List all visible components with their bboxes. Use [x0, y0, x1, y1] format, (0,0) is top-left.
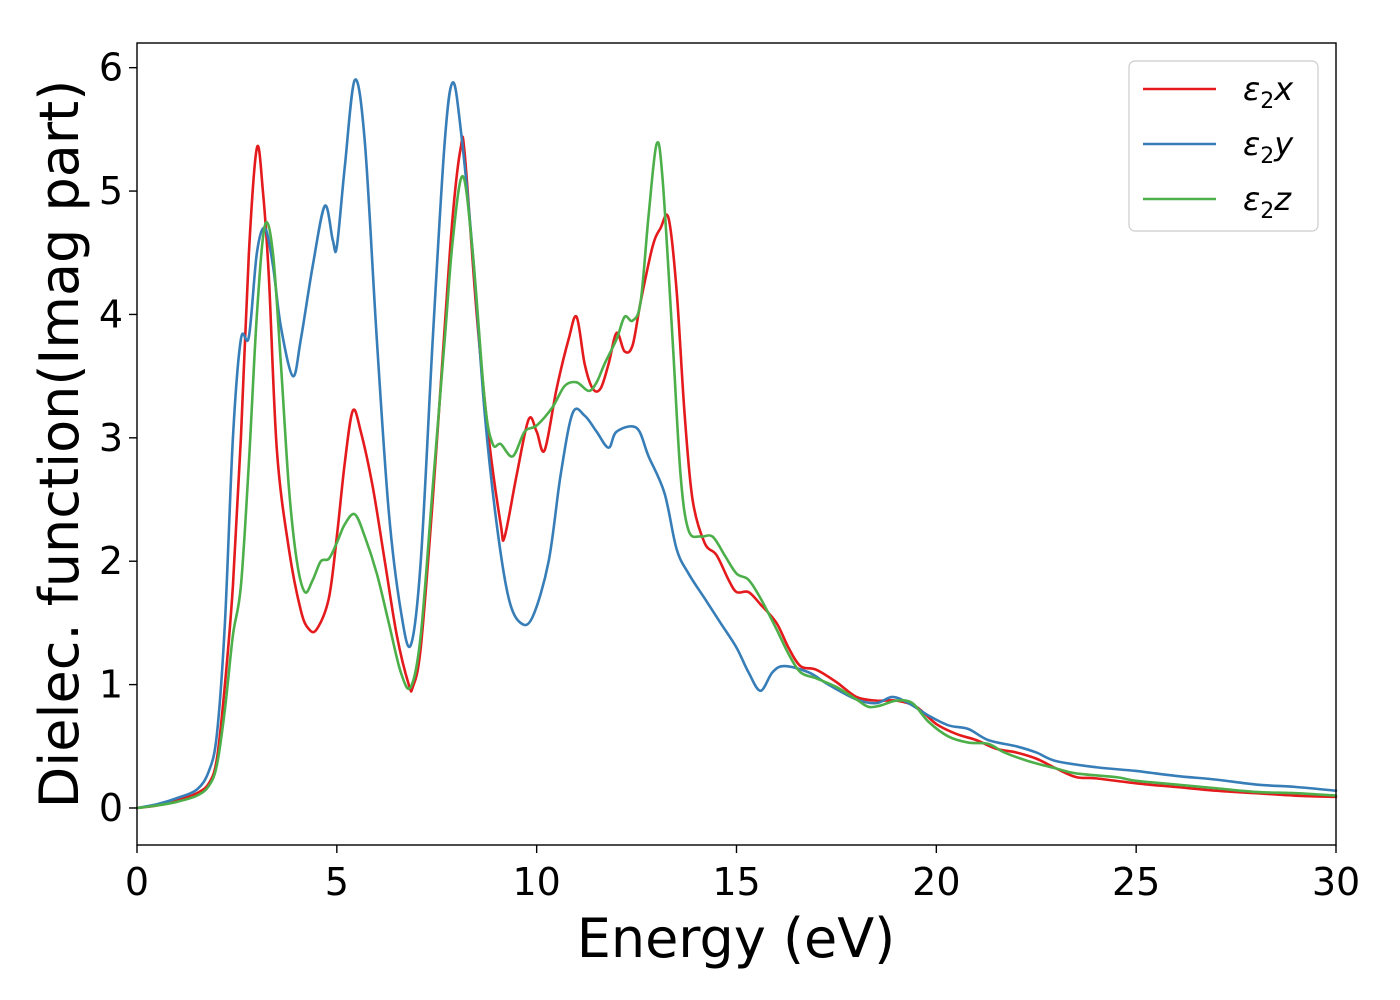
y-tick-label: 0 [99, 786, 123, 830]
y-axis-title: Dielec. function(Imag part) [28, 80, 91, 809]
series-layer [135, 78, 1338, 810]
legend: ε2x ε2y ε2z [1128, 60, 1319, 232]
x-tick-label: 0 [125, 860, 149, 904]
x-tick-label: 10 [512, 860, 560, 904]
y-tick-label: 6 [99, 46, 123, 90]
x-axis-ticks: 0 5 10 15 20 25 30 [125, 845, 1360, 904]
x-tick-label: 15 [712, 860, 760, 904]
x-tick-label: 5 [325, 860, 349, 904]
x-tick-label: 30 [1312, 860, 1360, 904]
y-tick-label: 2 [99, 539, 123, 583]
x-tick-label: 25 [1112, 860, 1160, 904]
x-axis-title: Energy (eV) [577, 907, 896, 970]
y-tick-label: 5 [99, 169, 123, 213]
legend-label-x: ε2x [1243, 70, 1294, 114]
legend-box [1128, 60, 1319, 232]
y-tick-label: 1 [99, 663, 123, 707]
x-tick-label: 20 [912, 860, 960, 904]
legend-label-z: ε2z [1243, 180, 1292, 224]
y-axis-ticks: 0 1 2 3 4 5 6 [99, 46, 137, 830]
series-line-z [135, 141, 1338, 810]
legend-label-y: ε2y [1243, 125, 1294, 169]
y-tick-label: 4 [99, 292, 123, 336]
y-tick-label: 3 [99, 416, 123, 460]
